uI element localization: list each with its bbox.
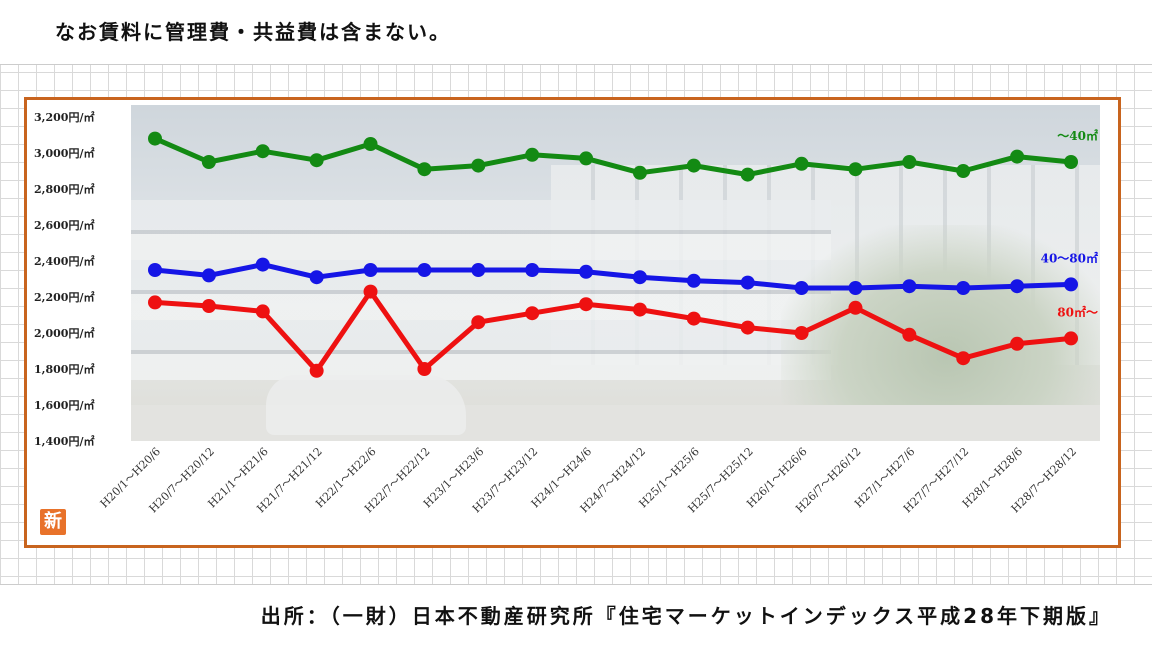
data-point bbox=[1010, 149, 1025, 164]
series-label: ～40㎡ bbox=[1057, 128, 1098, 143]
data-point bbox=[471, 158, 486, 173]
data-point bbox=[848, 162, 863, 177]
data-point bbox=[794, 326, 809, 340]
data-point bbox=[201, 268, 216, 283]
data-point bbox=[686, 273, 701, 288]
data-point bbox=[579, 151, 594, 166]
data-point bbox=[417, 263, 432, 277]
data-point bbox=[201, 299, 216, 313]
photo-building-left bbox=[131, 200, 831, 380]
data-point bbox=[1064, 277, 1078, 292]
data-point bbox=[740, 320, 755, 335]
data-point bbox=[848, 300, 863, 315]
y-tick-label: 2,200円/㎡ bbox=[34, 290, 94, 304]
series-line bbox=[154, 289, 1072, 374]
y-tick-label: 1,800円/㎡ bbox=[34, 362, 94, 376]
series-label: 80㎡～ bbox=[1057, 304, 1098, 319]
data-point bbox=[1010, 336, 1025, 351]
source-citation: 出所：（一財）日本不動産研究所『住宅マーケットインデックス平成28年下期版』 bbox=[260, 604, 1112, 628]
y-tick-label: 3,000円/㎡ bbox=[34, 146, 94, 160]
data-point bbox=[417, 162, 432, 177]
data-point bbox=[740, 275, 755, 290]
data-point bbox=[309, 153, 324, 168]
data-point bbox=[848, 281, 863, 295]
data-point bbox=[956, 351, 971, 366]
data-point bbox=[255, 304, 270, 319]
data-point bbox=[1064, 331, 1078, 346]
data-point bbox=[1064, 155, 1078, 169]
data-point bbox=[632, 302, 647, 317]
top-band bbox=[0, 0, 1152, 65]
data-point bbox=[794, 281, 809, 295]
data-point bbox=[579, 264, 594, 279]
data-point bbox=[902, 279, 917, 294]
data-point bbox=[255, 257, 270, 272]
data-point bbox=[255, 144, 270, 159]
data-point bbox=[525, 147, 540, 162]
data-point bbox=[148, 295, 162, 310]
y-tick-label: 1,400円/㎡ bbox=[34, 434, 94, 448]
data-point bbox=[632, 270, 647, 285]
data-point bbox=[902, 327, 917, 342]
data-point bbox=[471, 315, 486, 330]
y-tick-label: 2,000円/㎡ bbox=[34, 326, 94, 340]
y-tick-label: 2,400円/㎡ bbox=[34, 254, 94, 268]
data-point bbox=[686, 158, 701, 173]
data-point bbox=[1010, 279, 1025, 294]
y-tick-label: 3,200円/㎡ bbox=[34, 110, 94, 124]
data-point bbox=[148, 131, 162, 146]
new-badge: 新 bbox=[40, 509, 66, 535]
data-point bbox=[363, 263, 378, 277]
data-point bbox=[201, 155, 216, 169]
data-point bbox=[471, 263, 486, 277]
bottom-band bbox=[0, 584, 1152, 649]
data-point bbox=[579, 297, 594, 312]
data-point bbox=[794, 156, 809, 171]
data-point bbox=[740, 167, 755, 182]
data-point bbox=[417, 362, 432, 376]
data-point bbox=[956, 164, 971, 178]
y-tick-label: 1,600円/㎡ bbox=[34, 398, 94, 412]
series-line bbox=[154, 262, 1072, 291]
data-point bbox=[632, 165, 647, 180]
x-axis: H20/1～H20/6H20/7～H20/12H21/1～H21/6H21/7～… bbox=[98, 445, 1079, 515]
data-point bbox=[686, 311, 701, 326]
footnote-text: なお賃料に管理費・共益費は含まない。 bbox=[55, 20, 451, 44]
series-label: 40～80㎡ bbox=[1041, 250, 1098, 265]
data-point bbox=[525, 306, 540, 321]
plot-area: ～40㎡ 40～80㎡ 80㎡～ bbox=[148, 128, 1098, 378]
y-tick-label: 2,800円/㎡ bbox=[34, 182, 94, 196]
y-axis: 3,200円/㎡ 3,000円/㎡ 2,800円/㎡ 2,600円/㎡ 2,400円/㎡… bbox=[34, 110, 94, 448]
data-point bbox=[309, 363, 324, 378]
data-point bbox=[902, 155, 917, 169]
data-point bbox=[309, 270, 324, 285]
data-point bbox=[525, 263, 540, 277]
data-point bbox=[148, 263, 162, 277]
data-point bbox=[956, 281, 971, 295]
data-point bbox=[363, 284, 378, 299]
photo-car bbox=[266, 375, 466, 435]
data-point bbox=[363, 137, 378, 151]
y-tick-label: 2,600円/㎡ bbox=[34, 218, 94, 232]
series-line bbox=[154, 136, 1072, 178]
